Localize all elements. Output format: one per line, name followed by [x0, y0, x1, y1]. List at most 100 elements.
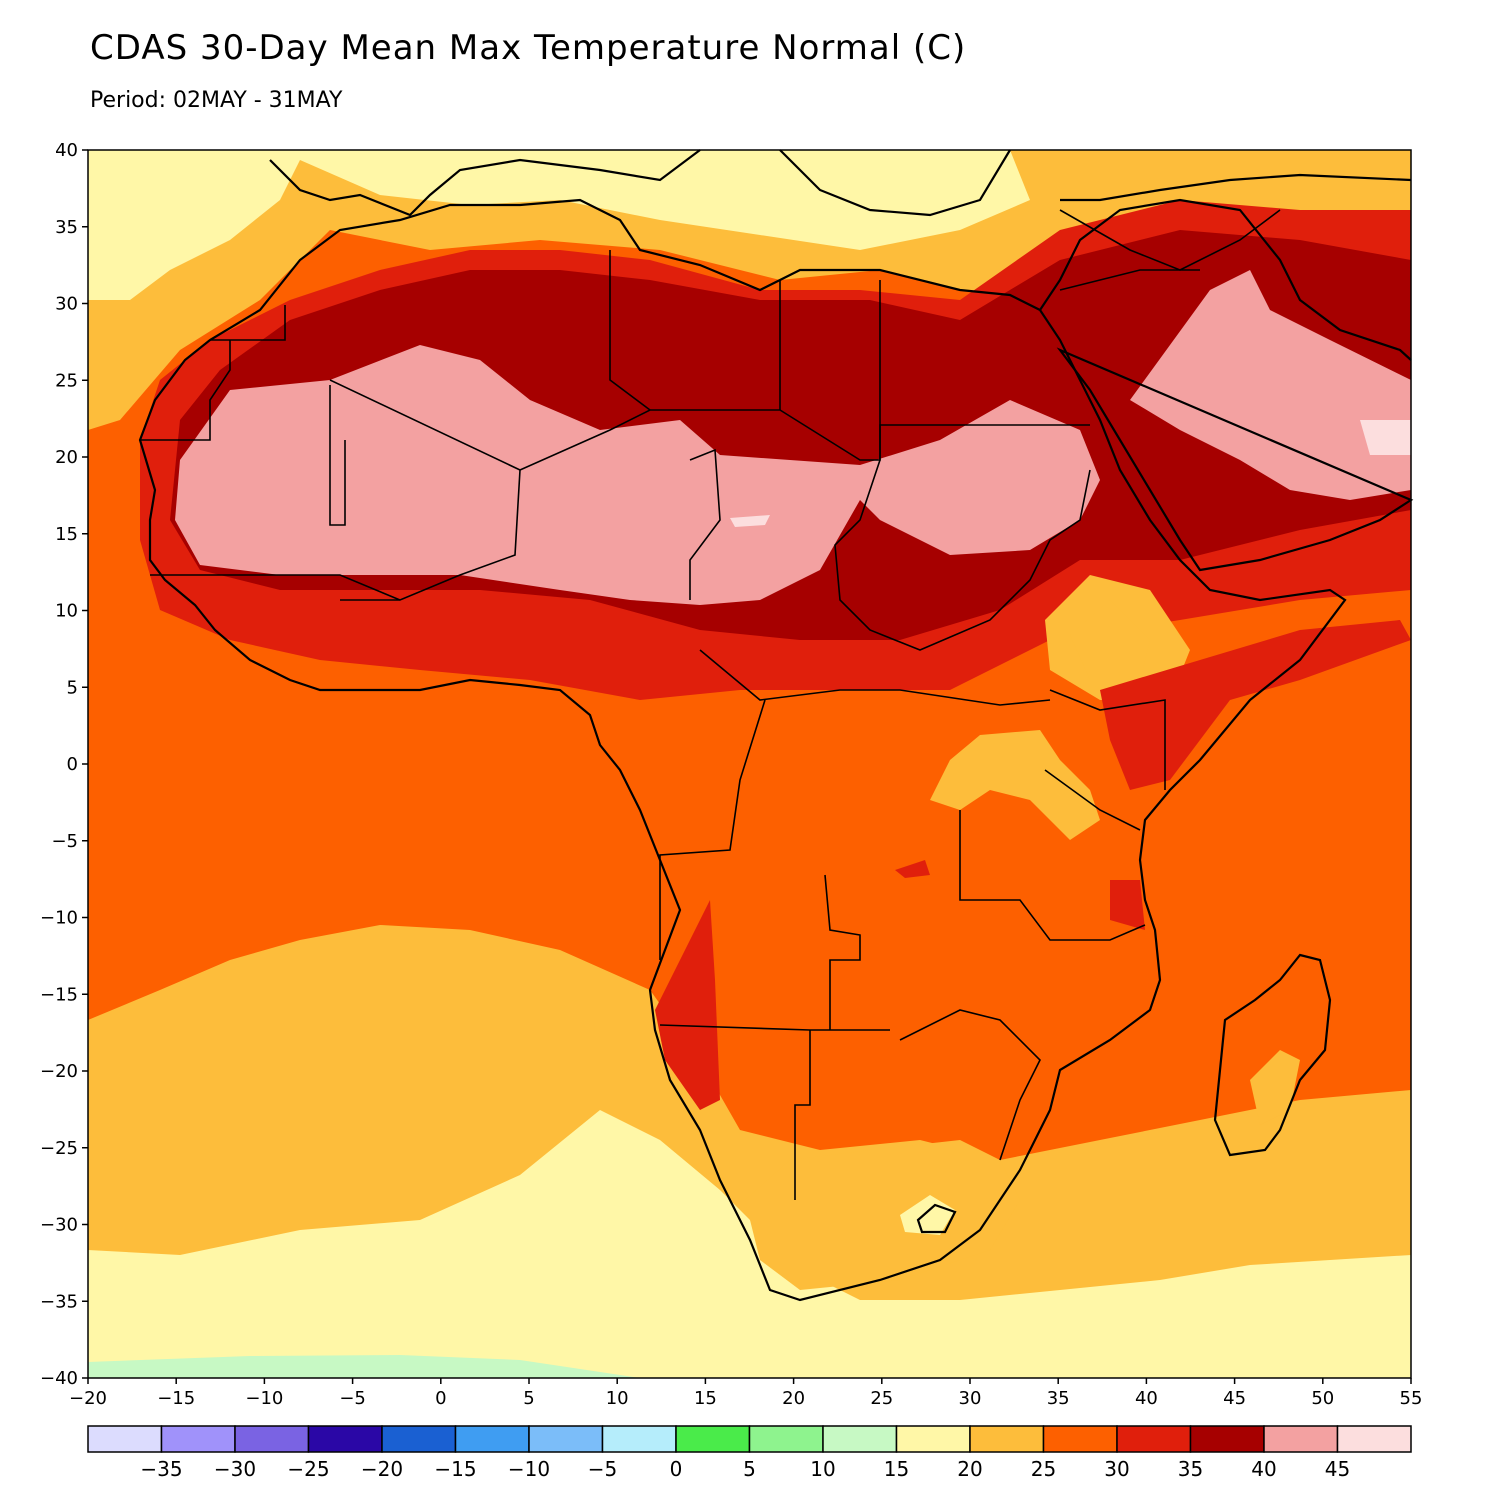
field-50-gulf	[1360, 420, 1411, 455]
arabia-coast	[1039, 198, 1414, 572]
lon-tick-label: 0	[435, 1388, 446, 1409]
border-sudan	[834, 459, 1091, 651]
border-mauritania	[329, 385, 346, 526]
lat-tick-label: 25	[55, 370, 78, 391]
lon-tick-label: −10	[245, 1388, 283, 1409]
lon-tick-label: 50	[1311, 1388, 1334, 1409]
colorbar-swatch	[87, 1425, 163, 1453]
colorbar-swatch	[381, 1425, 457, 1453]
border-jordan	[1059, 269, 1200, 291]
colorbar-label: 40	[1251, 1457, 1276, 1481]
field-25-ethiopia-core	[1070, 600, 1150, 680]
longitude-axis: −20 −15 −10 −5 0 5 10 15 20 25 30 35 40 45 50 55	[69, 1378, 1422, 1409]
colorbar-label: 0	[670, 1457, 683, 1481]
colorbar-swatch	[1189, 1425, 1265, 1453]
country-borders	[140, 209, 1281, 1200]
map-plot-area	[88, 150, 1411, 1378]
lon-tick-label: 40	[1135, 1388, 1158, 1409]
lon-tick-label: 30	[959, 1388, 982, 1409]
colorbar-label: −25	[287, 1457, 329, 1481]
lon-tick-label: 45	[1223, 1388, 1246, 1409]
lat-tick-label: −20	[40, 1061, 78, 1082]
lat-tick-label: 10	[55, 601, 78, 622]
lon-tick-label: −20	[69, 1388, 107, 1409]
lat-tick-label: 30	[55, 294, 78, 315]
border-ethiopia-somalia	[1049, 689, 1166, 790]
coastlines	[138, 149, 1414, 1302]
field-35-tanzania-coast	[1110, 880, 1145, 930]
lon-tick-label: 20	[782, 1388, 805, 1409]
lesotho-border	[916, 1203, 957, 1234]
field-25-madagascar	[1250, 1050, 1300, 1125]
border-zimbabwe	[899, 1009, 1041, 1161]
lon-tick-label: 5	[523, 1388, 534, 1409]
map-title: CDAS 30-Day Mean Max Temperature Normal …	[90, 28, 967, 68]
field-15-south	[88, 1355, 640, 1378]
lat-tick-label: 15	[55, 524, 78, 545]
lon-tick-label: 55	[1400, 1388, 1423, 1409]
border-westsahara	[140, 305, 286, 441]
colorbar-swatch	[1263, 1425, 1339, 1453]
africa-coast	[138, 198, 1347, 1302]
colorbar-swatch	[895, 1425, 971, 1453]
europe-coast	[269, 149, 1412, 217]
colorbar-swatch	[307, 1425, 383, 1453]
lon-tick-label: −15	[157, 1388, 195, 1409]
colorbar-swatch	[675, 1425, 751, 1453]
lat-tick-label: −10	[40, 908, 78, 929]
colorbar-label: −10	[508, 1457, 550, 1481]
lon-tick-label: 15	[694, 1388, 717, 1409]
lat-tick-label: −30	[40, 1215, 78, 1236]
madagascar-coast	[1213, 953, 1332, 1157]
field-25-lakes	[930, 730, 1100, 840]
map-period: Period: 02MAY - 31MAY	[90, 88, 343, 113]
lat-tick-label: 35	[55, 217, 78, 238]
colorbar-swatch	[601, 1425, 677, 1453]
lon-tick-label: 35	[1047, 1388, 1070, 1409]
colorbar-label: −5	[588, 1457, 617, 1481]
colorbar-swatch	[528, 1425, 604, 1453]
colorbar-label: −30	[214, 1457, 256, 1481]
field-25-north	[88, 150, 1411, 430]
lon-tick-label: −5	[339, 1388, 366, 1409]
colorbar-label: −20	[361, 1457, 403, 1481]
lat-tick-label: −40	[40, 1368, 78, 1389]
border-sahel	[150, 574, 401, 601]
field-35-zambia	[895, 860, 930, 878]
colorbar-label: 5	[743, 1457, 756, 1481]
colorbar-label: 15	[884, 1457, 909, 1481]
border-tanzania	[959, 810, 1146, 941]
border-botswana	[794, 1030, 811, 1200]
colorbar-swatch	[234, 1425, 310, 1453]
colorbar-label: 35	[1178, 1457, 1203, 1481]
colorbar-label: 30	[1104, 1457, 1129, 1481]
colorbar-label: −15	[434, 1457, 476, 1481]
field-35-namibia	[655, 900, 720, 1110]
field-20-north	[88, 150, 1030, 300]
colorbar-swatch	[969, 1425, 1045, 1453]
colorbar-swatch	[1042, 1425, 1118, 1453]
colorbar-swatch	[454, 1425, 530, 1453]
colorbar-label: 25	[1031, 1457, 1056, 1481]
lat-tick-label: 5	[67, 677, 78, 698]
lat-tick-label: 20	[55, 447, 78, 468]
lat-tick-label: −5	[51, 831, 78, 852]
border-algeria-libya	[609, 250, 651, 411]
lon-tick-label: 25	[870, 1388, 893, 1409]
border-angola	[824, 874, 861, 1030]
field-45-arabia	[1130, 270, 1411, 500]
field-20-south	[88, 1110, 1411, 1378]
colorbar-label: −35	[140, 1457, 182, 1481]
colorbar-label: 45	[1325, 1457, 1350, 1481]
field-45-sahara	[175, 345, 1100, 605]
lat-tick-label: 40	[55, 140, 78, 161]
lat-tick-label: −25	[40, 1138, 78, 1159]
lat-tick-label: −35	[40, 1291, 78, 1312]
colorbar-swatch	[748, 1425, 824, 1453]
border-kenya	[1044, 769, 1141, 831]
colorbar-swatch	[160, 1425, 236, 1453]
colorbar-swatch	[822, 1425, 898, 1453]
border-niger	[340, 448, 721, 601]
colorbar-swatch	[1116, 1425, 1192, 1453]
field-20-lesotho	[900, 1195, 955, 1235]
